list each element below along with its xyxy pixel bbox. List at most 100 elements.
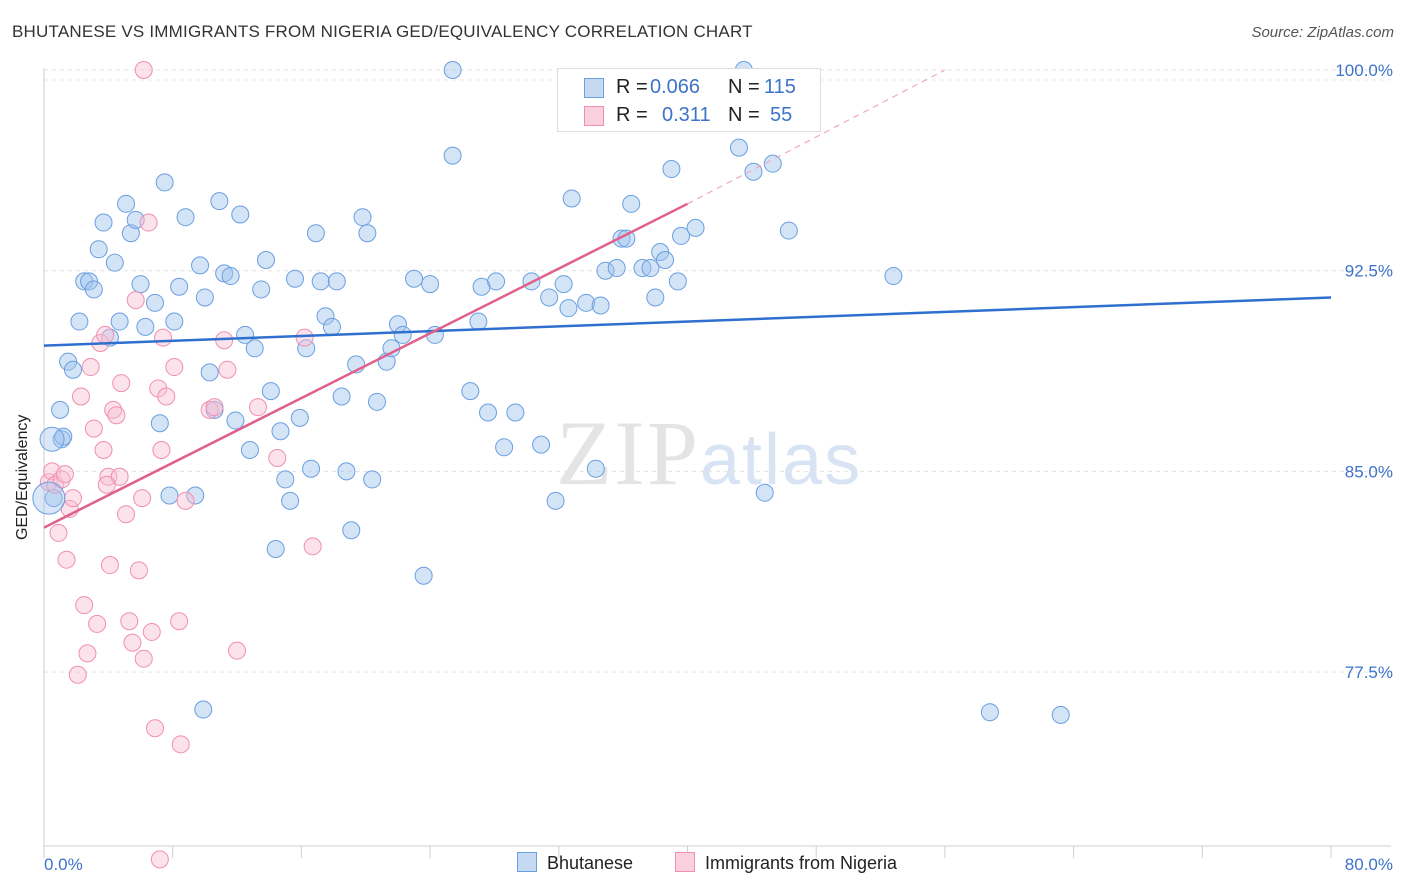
nigeria-point — [123, 633, 142, 652]
bhutanese-point — [641, 259, 660, 278]
nigeria-point — [81, 358, 100, 377]
nigeria-point — [170, 612, 189, 631]
y-axis-label: GED/Equivalency — [14, 414, 31, 540]
legend-row-bhutanese: R = 0.066 N = 115 — [558, 73, 820, 101]
legend-r-value: 0.311 — [662, 104, 711, 126]
y-tick-label: 100.0% — [1335, 61, 1393, 80]
nigeria-point — [96, 325, 115, 344]
bhutanese-point — [231, 205, 250, 224]
bhutanese-point — [506, 403, 525, 422]
bhutanese-point — [577, 293, 596, 312]
bhutanese-point — [461, 382, 480, 401]
bhutanese-point — [306, 224, 325, 243]
bhutanese-point — [32, 481, 66, 515]
bhutanese-point — [559, 299, 578, 318]
nigeria-point — [171, 735, 190, 754]
bhutanese-point — [763, 154, 782, 173]
x-tick-label: 0.0% — [44, 855, 83, 874]
nigeria-point — [303, 537, 322, 556]
nigeria-point — [218, 360, 237, 379]
nigeria-point — [112, 374, 131, 393]
bhutanese-point — [252, 280, 271, 299]
nigeria-legend-icon — [675, 852, 695, 872]
nigeria-point — [75, 596, 94, 615]
nigeria-point — [88, 614, 107, 633]
y-tick-label: 92.5% — [1345, 262, 1393, 281]
bhutanese-swatch-icon — [584, 78, 604, 98]
bhutanese-point — [290, 408, 309, 427]
bhutanese-point — [421, 275, 440, 294]
bhutanese-point — [672, 226, 691, 245]
bhutanese-point — [70, 312, 89, 331]
watermark-atlas: atlas — [700, 420, 863, 500]
bhutanese-point — [586, 459, 605, 478]
nigeria-point — [176, 491, 195, 510]
bhutanese-point — [744, 162, 763, 181]
bottom-legend-nigeria: Immigrants from Nigeria — [675, 852, 897, 874]
bhutanese-point — [200, 363, 219, 382]
bhutanese-point — [276, 470, 295, 489]
nigeria-point — [110, 467, 129, 486]
nigeria-point — [139, 213, 158, 232]
bhutanese-point — [186, 486, 205, 505]
nigeria-point — [295, 328, 314, 347]
bhutanese-legend-icon — [517, 852, 537, 872]
bhutanese-point — [342, 521, 361, 540]
bhutanese-point — [165, 312, 184, 331]
nigeria-point — [146, 719, 165, 738]
watermark-zip: ZIP — [556, 402, 700, 504]
nigeria-point — [134, 649, 153, 668]
nigeria-point — [268, 449, 287, 468]
nigeria-point — [107, 406, 126, 425]
bhutanese-point — [393, 325, 412, 344]
bhutanese-point — [729, 138, 748, 157]
y-tick-label: 85.0% — [1345, 462, 1393, 481]
bhutanese-point — [779, 221, 798, 240]
bhutanese-point — [540, 288, 559, 307]
bhutanese-point — [405, 269, 424, 288]
bhutanese-point — [495, 438, 514, 457]
nigeria-point — [120, 612, 139, 631]
bhutanese-point — [160, 486, 179, 505]
nigeria-point — [57, 550, 76, 569]
legend-r-label: R = — [616, 76, 648, 98]
bhutanese-point — [131, 275, 150, 294]
bhutanese-point — [662, 160, 681, 179]
bhutanese-point — [884, 267, 903, 286]
nigeria-trend-extension — [687, 69, 946, 205]
watermark: ZIPatlas — [556, 400, 862, 506]
bhutanese-point — [51, 400, 70, 419]
bhutanese-point — [226, 411, 245, 430]
bhutanese-point — [353, 208, 372, 227]
nigeria-trend-line — [43, 202, 689, 529]
bhutanese-point — [487, 272, 506, 291]
bhutanese-point — [980, 703, 999, 722]
stats-legend: R = 0.066 N = 115 R = 0.311 N = 55 — [557, 68, 821, 132]
bhutanese-point — [382, 339, 401, 358]
nigeria-point — [142, 622, 161, 641]
bhutanese-point — [322, 317, 341, 336]
bhutanese-point — [1051, 705, 1070, 724]
bhutanese-point — [368, 392, 387, 411]
nigeria-point — [117, 505, 136, 524]
bhutanese-point — [414, 566, 433, 585]
bhutanese-point — [311, 272, 330, 291]
legend-r-label: R = — [616, 104, 648, 126]
bhutanese-point — [554, 275, 573, 294]
bhutanese-point — [89, 240, 108, 259]
bhutanese-point — [155, 173, 174, 192]
bhutanese-point — [316, 307, 335, 326]
bhutanese-point — [117, 194, 136, 213]
legend-row-nigeria: R = 0.311 N = 55 — [558, 101, 820, 129]
legend-n-value: 55 — [770, 104, 793, 126]
bhutanese-point — [686, 218, 705, 237]
nigeria-point — [154, 328, 173, 347]
bhutanese-point — [443, 146, 462, 165]
bhutanese-point — [240, 440, 259, 459]
nigeria-legend-label: Immigrants from Nigeria — [705, 853, 898, 873]
bhutanese-point — [261, 382, 280, 401]
bhutanese-point — [469, 312, 488, 331]
nigeria-point — [100, 556, 119, 575]
nigeria-point — [133, 489, 152, 508]
